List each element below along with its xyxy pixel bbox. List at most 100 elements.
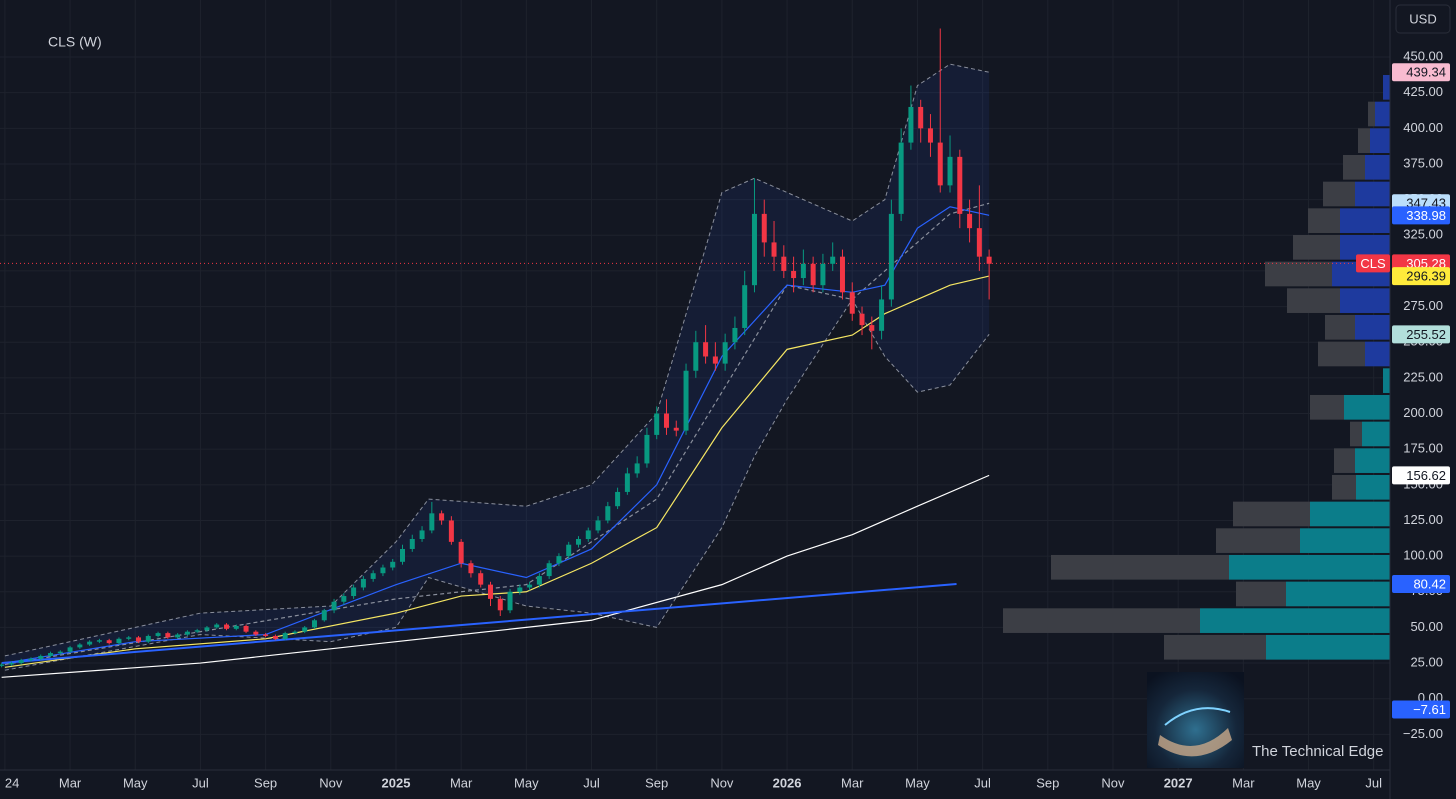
candle-body: [282, 633, 288, 639]
candle-body: [927, 128, 933, 143]
x-tick-label: Sep: [645, 775, 668, 790]
candle-body: [556, 556, 562, 564]
price-tag: [1392, 700, 1450, 719]
candle-body: [527, 584, 533, 588]
candle-body: [712, 356, 718, 364]
y-tick-label: −25.00: [1403, 726, 1443, 741]
candle-body: [839, 256, 845, 293]
volume-profile-bar: [1370, 128, 1390, 153]
volume-profile-bar: [1216, 528, 1300, 553]
candle-body: [292, 631, 298, 634]
price-tag: [1392, 267, 1450, 286]
candle-body: [517, 587, 523, 592]
volume-profile-bar: [1355, 448, 1390, 473]
candle-body: [771, 242, 777, 257]
candle-body: [38, 655, 44, 659]
candle-body: [48, 653, 54, 656]
candle-body: [800, 263, 806, 279]
candle-body: [351, 587, 357, 597]
x-tick-label: Mar: [59, 775, 82, 790]
candle-body: [605, 506, 611, 521]
x-tick-label: May: [123, 775, 148, 790]
candle-body: [957, 156, 963, 214]
volume-profile-bar: [1383, 75, 1390, 100]
price-tag-label: 338.98: [1406, 208, 1446, 223]
volume-profile-bar: [1365, 155, 1390, 180]
candle-body: [947, 156, 953, 186]
candle-body: [869, 325, 875, 331]
candle-body: [585, 530, 591, 539]
candle-body: [399, 548, 405, 562]
candle-body: [478, 573, 484, 585]
volume-profile-bar: [1308, 208, 1340, 233]
candle-body: [380, 567, 386, 574]
candle-body: [312, 620, 318, 628]
candle-body: [263, 634, 269, 636]
x-tick-label: Jul: [974, 775, 991, 790]
volume-profile-bar: [1300, 528, 1390, 553]
candle-body: [67, 647, 73, 652]
x-tick-label: Mar: [841, 775, 864, 790]
candle-body: [595, 520, 601, 531]
currency-label[interactable]: USD: [1409, 11, 1436, 26]
volume-profile-bar: [1287, 288, 1340, 313]
candle-body: [673, 427, 679, 431]
candle-body: [321, 610, 327, 621]
candle-body: [272, 635, 278, 639]
volume-profile-bar: [1368, 101, 1375, 127]
y-tick-label: 400.00: [1403, 120, 1443, 135]
y-tick-label: 375.00: [1403, 155, 1443, 170]
y-tick-label: 275.00: [1403, 298, 1443, 313]
candle-body: [116, 638, 122, 644]
candle-body: [214, 624, 220, 628]
candle-body: [8, 663, 14, 665]
candle-body: [937, 142, 943, 186]
x-tick-label: 2027: [1164, 775, 1193, 790]
candle-body: [155, 633, 161, 636]
candle-body: [791, 270, 797, 279]
volume-profile-bar: [1318, 341, 1365, 367]
volume-profile-bar: [1310, 501, 1390, 527]
volume-profile-bar: [1003, 608, 1200, 633]
price-tag: [1392, 206, 1450, 225]
currency-button-box[interactable]: [1395, 4, 1451, 34]
y-tick-label: 325.00: [1403, 227, 1443, 242]
candle-body: [468, 563, 474, 574]
price-tag-label: −7.61: [1413, 702, 1446, 717]
x-tick-label: May: [905, 775, 930, 790]
volume-profile-bar: [1362, 421, 1390, 447]
candle-body: [820, 263, 826, 286]
candle-body: [243, 625, 249, 632]
watermark-arc: [1164, 707, 1231, 726]
candle-body: [624, 473, 630, 492]
volume-profile-bar: [1233, 501, 1310, 527]
candle-body: [419, 530, 425, 539]
y-tick-label: 225.00: [1403, 369, 1443, 384]
candle-body: [693, 342, 699, 371]
candle-body: [96, 640, 102, 642]
band-fill: [4, 64, 990, 671]
candle-body: [360, 578, 366, 588]
y-tick-label: 175.00: [1403, 441, 1443, 456]
x-tick-label: Nov: [319, 775, 343, 790]
volume-profile-bar: [1344, 394, 1390, 420]
volume-profile-bar: [1265, 261, 1332, 287]
x-tick-label: Jul: [192, 775, 209, 790]
price-tag: [1392, 325, 1450, 344]
y-tick-label: 25.00: [1410, 654, 1443, 669]
currency-button[interactable]: USD: [1395, 4, 1451, 34]
price-tag-label: 156.62: [1406, 468, 1446, 483]
candle-body: [536, 576, 542, 585]
candle-body: [194, 630, 200, 632]
candle-body: [683, 370, 689, 431]
candle-body: [781, 256, 787, 271]
y-tick-label: 425.00: [1403, 84, 1443, 99]
candle-body: [77, 644, 83, 648]
candle-body: [487, 584, 493, 599]
x-tick-label: Nov: [710, 775, 734, 790]
x-tick-label: 2026: [773, 775, 802, 790]
candle-body: [302, 627, 308, 632]
volume-profile-bar: [1200, 608, 1390, 633]
x-tick-label: Sep: [1036, 775, 1059, 790]
volume-profile-bar: [1229, 554, 1390, 580]
